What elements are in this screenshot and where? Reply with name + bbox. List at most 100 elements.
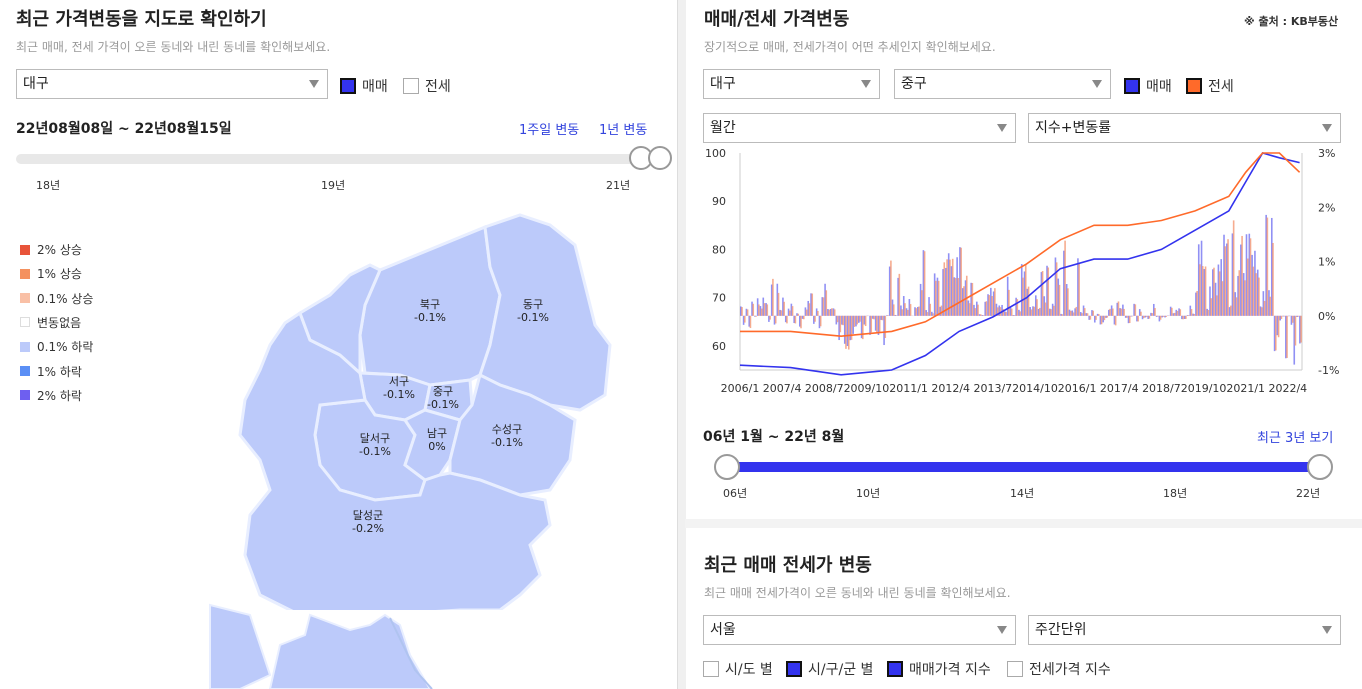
change-rate-bar <box>932 313 934 316</box>
metric-select[interactable]: 지수+변동률 <box>1028 113 1341 143</box>
change-rate-bar <box>776 283 779 316</box>
change-rate-bar <box>1140 311 1142 316</box>
range-slider-end-handle[interactable] <box>1307 454 1333 480</box>
change-rate-bar <box>921 290 923 316</box>
range-slider-track[interactable] <box>727 462 1320 472</box>
change-rate-bar <box>791 306 794 316</box>
x-tick-label: 2021/1 <box>1226 382 1265 395</box>
recent-3-years-link[interactable]: 최근 3년 보기 <box>1257 431 1334 446</box>
change-rate-bar <box>888 266 891 316</box>
change-rate-bar <box>841 315 843 325</box>
map-region-dalseonggun-north[interactable] <box>298 263 382 377</box>
change-rate-bar <box>853 315 856 327</box>
series-line-sale <box>739 152 1300 376</box>
change-rate-bar <box>931 311 933 316</box>
change-rate-bar <box>1242 273 1245 316</box>
change-rate-bar <box>1230 305 1232 316</box>
x-tick-label: 2009/10 <box>844 382 890 395</box>
one-year-change-link[interactable]: 1년 변동 <box>599 123 648 138</box>
map-region-donggu[interactable] <box>478 213 612 412</box>
city-select[interactable]: 대구 <box>703 69 880 99</box>
change-rate-bar <box>1227 239 1229 316</box>
change-rate-bar <box>1268 290 1270 316</box>
y-left-tick-label: 80 <box>712 243 726 256</box>
change-rate-bar <box>759 306 762 316</box>
checkbox-checked-icon <box>1186 78 1202 94</box>
sale-index-checkbox[interactable]: 매매가격 지수 <box>887 659 991 679</box>
by-district-label: 시/구/군 별 <box>808 662 874 678</box>
change-rate-bar <box>992 291 995 316</box>
change-rate-bar <box>790 303 793 316</box>
change-rate-bar <box>1050 309 1052 316</box>
one-week-change-link[interactable]: 1주일 변동 <box>519 123 580 138</box>
change-rate-bar <box>914 307 916 316</box>
map-lower-region <box>268 613 432 689</box>
change-rate-bar <box>1113 315 1116 325</box>
change-rate-bar <box>1034 295 1037 316</box>
by-province-checkbox[interactable]: 시/도 별 <box>703 659 773 679</box>
region-label-namgu: 남구 0% <box>426 427 448 453</box>
change-rate-bar <box>1010 308 1013 316</box>
rent-index-checkbox[interactable]: 전세가격 지수 <box>1007 659 1111 679</box>
change-rate-bar <box>959 247 961 316</box>
change-rate-bar <box>1238 270 1241 316</box>
change-rate-bar <box>821 297 824 316</box>
timeline-slider-handle-end[interactable] <box>648 146 672 170</box>
by-district-checkbox[interactable]: 시/구/군 별 <box>786 659 873 679</box>
change-rate-bar <box>749 315 752 329</box>
change-rate-bar <box>798 315 801 327</box>
change-rate-bar <box>859 315 861 322</box>
y-left-tick-label: 100 <box>705 147 726 160</box>
change-rate-bar <box>1110 305 1113 316</box>
change-rate-bar <box>1004 311 1006 316</box>
change-rate-bar <box>1206 308 1208 316</box>
change-rate-bar <box>1276 315 1279 336</box>
rent-checkbox[interactable]: 전세 <box>403 76 451 96</box>
chart-rent-checkbox[interactable]: 전세 <box>1186 76 1234 96</box>
change-rate-bar <box>902 296 905 316</box>
change-rate-bar <box>1192 313 1194 316</box>
period-select[interactable]: 월간 <box>703 113 1016 143</box>
change-rate-bar <box>1136 315 1138 322</box>
change-rate-bar <box>1081 313 1083 316</box>
change-rate-bar <box>1269 296 1271 316</box>
change-rate-bar <box>936 277 939 316</box>
change-rate-bar <box>905 308 908 316</box>
change-rate-bar <box>1058 284 1061 316</box>
bottom-unit-select[interactable]: 주간단위 <box>1028 615 1341 645</box>
change-rate-bar <box>1220 259 1223 316</box>
change-rate-bar <box>814 315 816 322</box>
district-select[interactable]: 중구 <box>894 69 1111 99</box>
chart-rent-checkbox-label: 전세 <box>1208 79 1234 95</box>
change-rate-bar <box>746 309 749 316</box>
change-rate-bar <box>1099 315 1102 325</box>
bottom-city-select[interactable]: 서울 <box>703 615 1016 645</box>
change-rate-bar <box>1152 303 1155 316</box>
legend-label: 변동없음 <box>37 315 82 330</box>
change-rate-bar <box>971 282 974 316</box>
y-left-tick-label: 90 <box>712 195 726 208</box>
change-rate-bar <box>843 315 846 344</box>
change-rate-bar <box>1089 315 1092 320</box>
change-rate-bar <box>881 315 884 321</box>
x-tick-label: 2007/4 <box>763 382 802 395</box>
range-slider-start-handle[interactable] <box>714 454 740 480</box>
change-rate-bar <box>1055 262 1058 316</box>
chart-sale-checkbox[interactable]: 매매 <box>1124 76 1172 96</box>
x-tick-label: 2006/1 <box>721 382 760 395</box>
change-rate-bar <box>1217 264 1220 316</box>
change-rate-bar <box>1033 306 1035 316</box>
change-rate-bar <box>1051 303 1054 316</box>
region-select[interactable]: 대구 <box>16 69 328 99</box>
change-rate-bar <box>1020 264 1023 316</box>
change-rate-bar <box>1232 220 1235 316</box>
timeline-slider-track[interactable] <box>16 154 656 164</box>
change-rate-bar <box>1064 240 1066 316</box>
y-right-tick-label: 2% <box>1318 201 1335 214</box>
change-rate-bar <box>1126 315 1128 318</box>
price-trend-subtitle: 장기적으로 매매, 전세가격이 어떤 추세인지 확인해보세요. <box>704 40 996 54</box>
change-rate-bar <box>1231 233 1234 316</box>
range-label: 10년 <box>856 487 881 500</box>
legend-item: 2% 하락 <box>20 387 82 404</box>
sale-checkbox[interactable]: 매매 <box>340 76 388 96</box>
